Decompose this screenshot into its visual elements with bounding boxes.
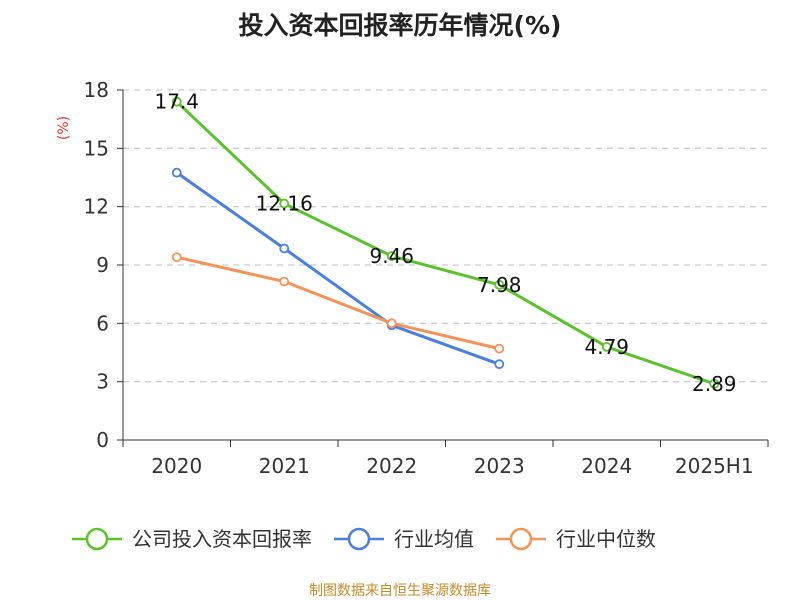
series-layer	[171, 96, 720, 389]
data-point	[171, 167, 182, 178]
data-point	[279, 276, 290, 287]
legend-label: 行业均值	[394, 527, 474, 551]
data-label: 4.79	[584, 335, 629, 359]
x-tick-label: 2020	[151, 454, 202, 478]
data-label: 7.98	[477, 273, 522, 297]
data-label: 12.16	[256, 192, 313, 216]
data-point	[279, 198, 290, 209]
y-tick-label: 15	[84, 136, 109, 160]
data-point	[494, 343, 505, 354]
axes: 0 3 6 9 12 15 18 2020 2021 2022 2023 2024 2025H1 (%)	[56, 78, 769, 478]
x-tick-label: 2025H1	[675, 454, 754, 478]
legend-label: 公司投入资本回报率	[132, 527, 312, 551]
legend: 公司投入资本回报率 行业均值 行业中位数	[72, 527, 656, 551]
data-point	[171, 252, 182, 263]
data-point	[279, 243, 290, 254]
data-label: 9.46	[369, 244, 414, 268]
legend-marker	[509, 527, 533, 551]
x-tick-label: 2022	[366, 454, 417, 478]
chart-title: 投入资本回报率历年情况(%)	[238, 11, 562, 40]
data-label: 17.4	[154, 90, 199, 114]
data-point	[709, 378, 720, 389]
y-tick-label: 12	[84, 195, 109, 219]
series-line	[176, 255, 500, 351]
y-tick-label: 6	[96, 311, 109, 335]
data-point	[494, 359, 505, 370]
data-label: 2.89	[692, 372, 737, 396]
x-tick-label: 2024	[581, 454, 632, 478]
series-line	[175, 171, 500, 366]
legend-label: 行业中位数	[556, 527, 656, 551]
data-point	[386, 318, 397, 329]
y-tick-label: 3	[96, 370, 109, 394]
data-point	[494, 279, 505, 290]
y-axis-label: (%)	[56, 116, 72, 140]
source-note: 制图数据来自恒生聚源数据库	[309, 583, 491, 599]
gridlines	[123, 89, 768, 383]
data-point	[386, 251, 397, 261]
x-tick-label: 2021	[259, 454, 310, 478]
y-tick-label: 18	[84, 78, 109, 102]
x-tick-label: 2023	[474, 454, 525, 478]
y-tick-label: 9	[96, 253, 109, 277]
series-line	[175, 100, 715, 386]
data-point	[601, 341, 612, 352]
legend-marker	[347, 527, 371, 551]
data-labels: 17.4 12.16 9.46 7.98 4.79 2.89	[154, 90, 736, 396]
y-tick-label: 0	[96, 428, 109, 452]
legend-marker	[85, 527, 109, 551]
data-point	[171, 96, 182, 107]
